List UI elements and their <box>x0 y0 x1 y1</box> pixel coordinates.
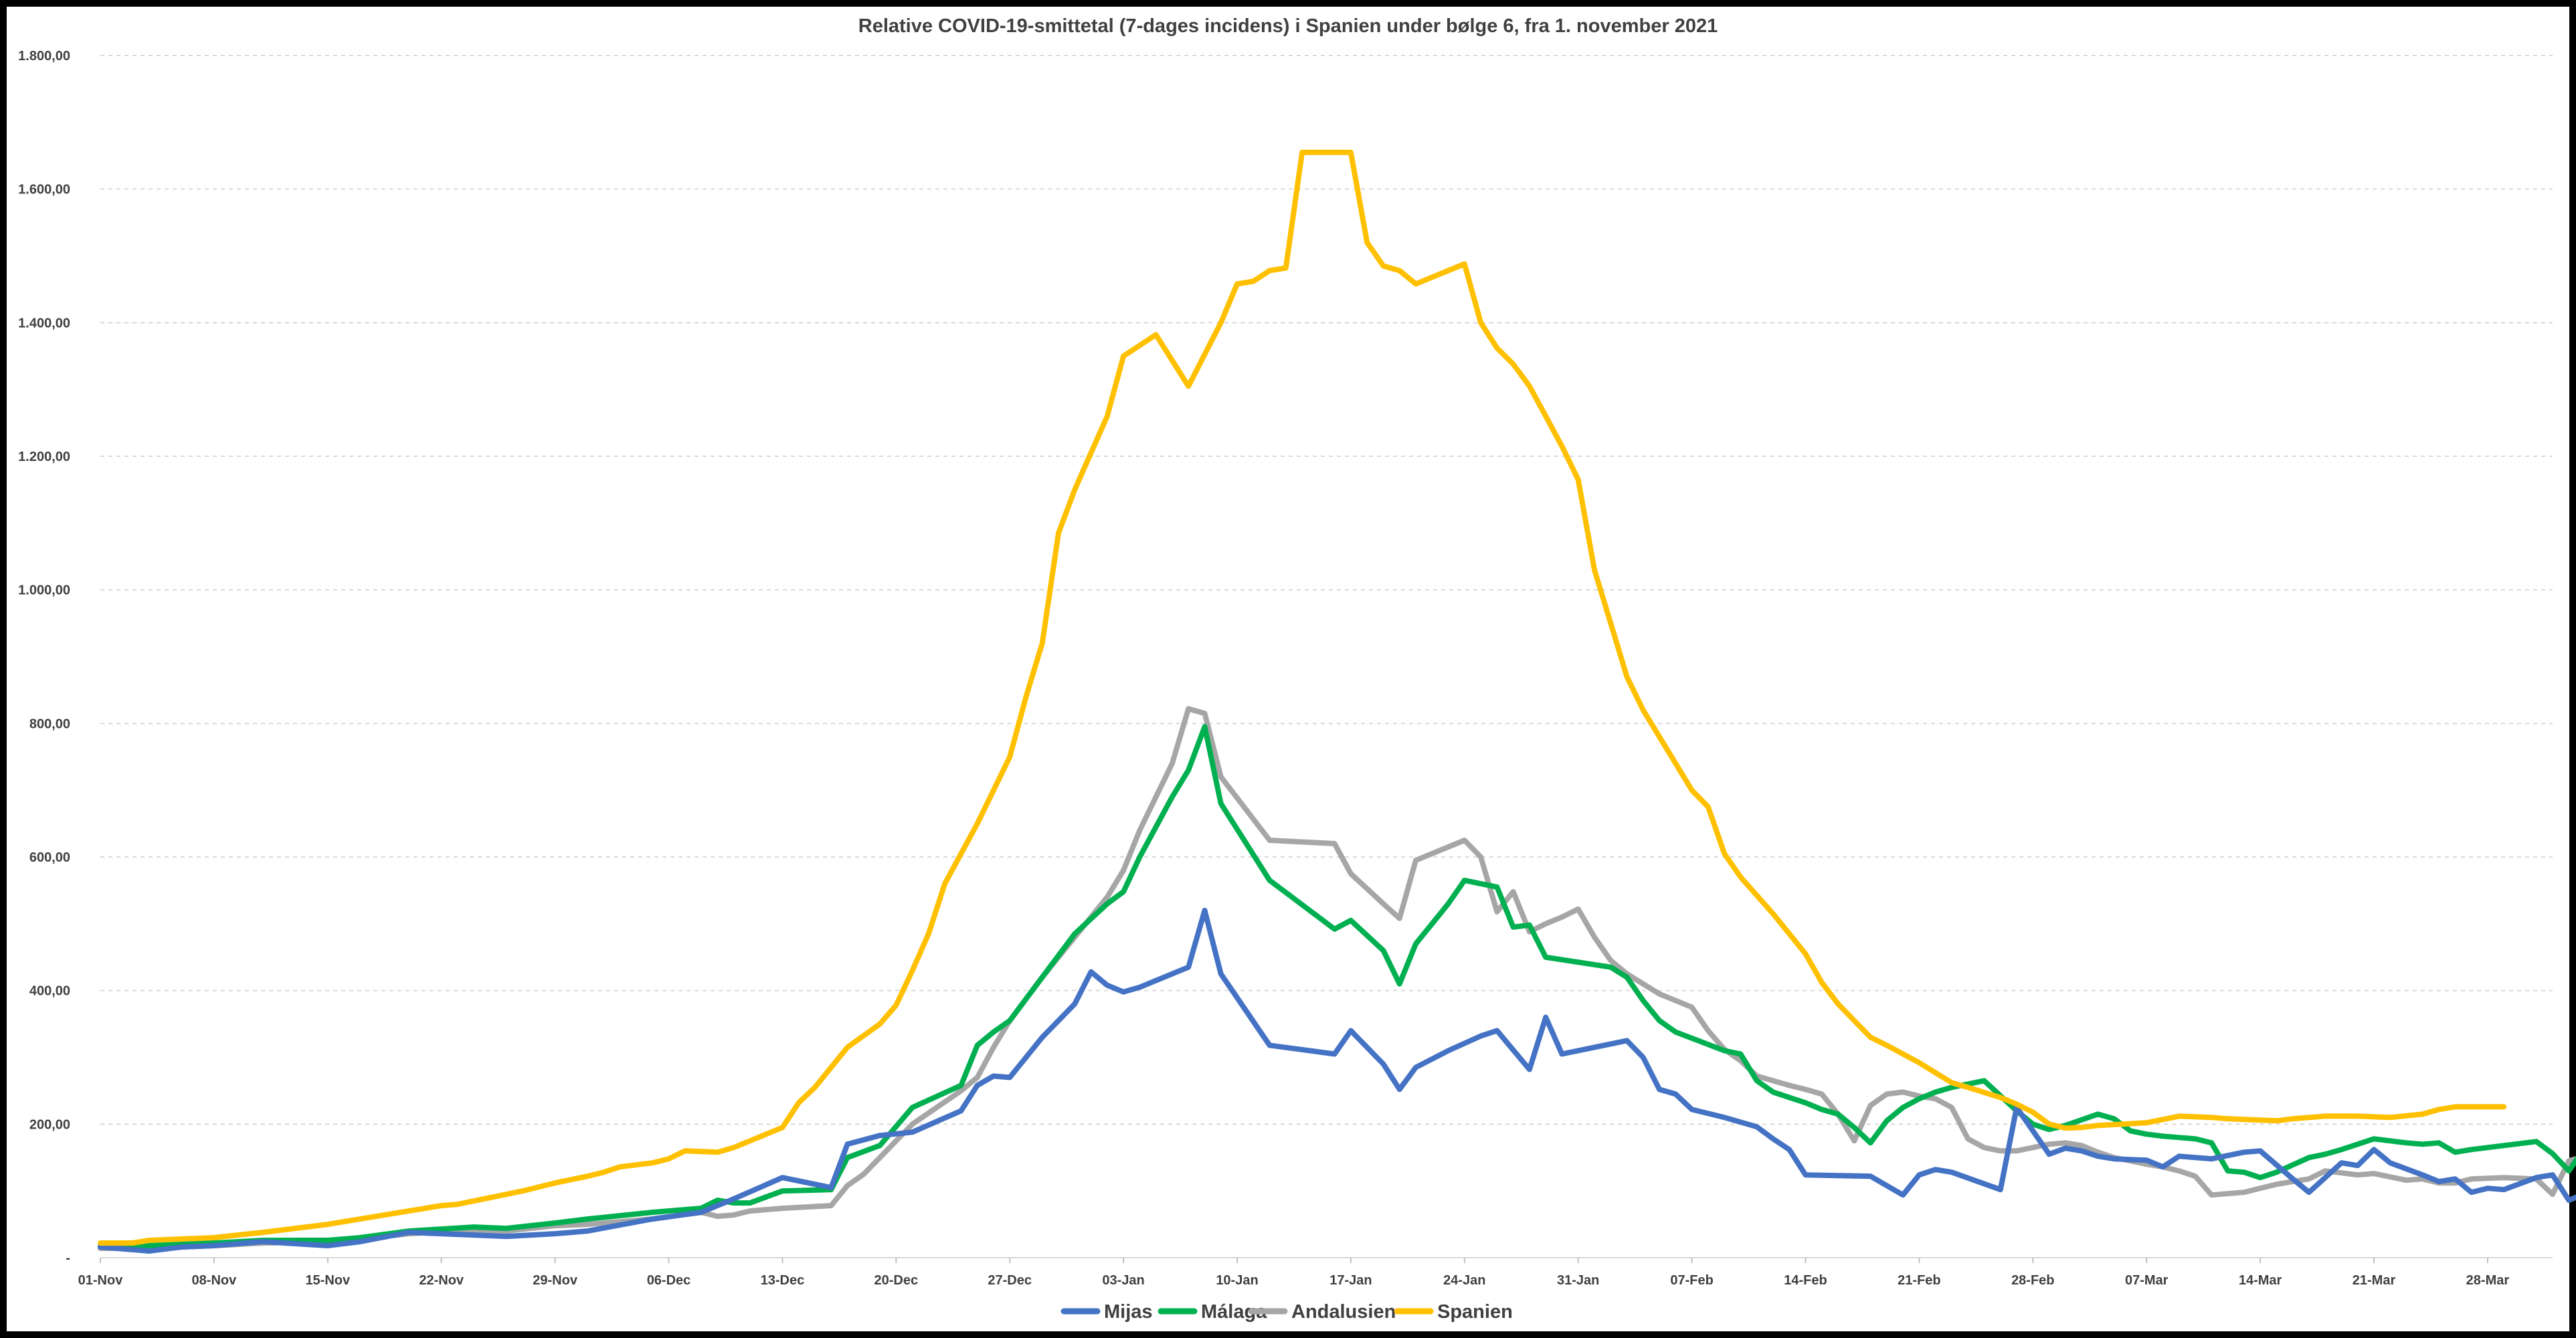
y-tick-label: 800,00 <box>29 716 70 731</box>
y-tick-label: 600,00 <box>29 850 70 865</box>
x-tick-label: 06-Dec <box>647 1273 691 1288</box>
y-tick-label: 200,00 <box>29 1117 70 1132</box>
x-tick-label: 17-Jan <box>1329 1273 1372 1288</box>
x-tick-label: 22-Nov <box>419 1273 464 1288</box>
y-axis-ticks: - 200,00 400,00 600,00 800,00 1.000,00 1.200,0… <box>18 49 70 1266</box>
series-line-mijas <box>98 907 2576 1254</box>
x-tick-label: 03-Jan <box>1102 1273 1144 1288</box>
y-tick-label: 1.400,00 <box>18 316 70 330</box>
series-lines <box>98 149 2576 1254</box>
y-tick-label: 1.800,00 <box>18 49 70 64</box>
y-tick-label: 1.200,00 <box>18 450 70 464</box>
y-tick-label: 1.600,00 <box>18 183 70 197</box>
x-tick-label: 20-Dec <box>875 1273 919 1288</box>
y-tick-label: - <box>66 1251 70 1266</box>
x-tick-label: 10-Jan <box>1216 1273 1258 1288</box>
x-tick-label: 24-Jan <box>1443 1273 1485 1288</box>
x-tick-label: 07-Feb <box>1670 1273 1713 1288</box>
y-tick-label: 1.000,00 <box>18 583 70 598</box>
legend-label: Spanien <box>1437 1301 1513 1323</box>
x-axis: 01-Nov 08-Nov 15-Nov 22-Nov 29-Nov 06-Dec 13-D… <box>78 1257 2553 1288</box>
x-tick-label: 28-Mar <box>2466 1273 2510 1288</box>
x-tick-label: 21-Feb <box>1898 1273 1940 1288</box>
series-line-andalusien <box>98 706 2576 1251</box>
x-tick-label: 01-Nov <box>78 1273 124 1288</box>
x-tick-label: 07-Mar <box>2125 1273 2169 1288</box>
x-tick-label: 28-Feb <box>2011 1273 2054 1288</box>
legend-label: Mijas <box>1104 1301 1153 1323</box>
y-tick-label: 400,00 <box>29 984 70 999</box>
legend-label: Andalusien <box>1291 1301 1396 1323</box>
series-line-málaga <box>98 724 2576 1248</box>
x-tick-label: 21-Mar <box>2353 1273 2396 1288</box>
x-tick-label: 27-Dec <box>988 1273 1032 1288</box>
x-tick-label: 14-Mar <box>2239 1273 2282 1288</box>
x-tick-label: 31-Jan <box>1557 1273 1599 1288</box>
chart-title: Relative COVID-19-smittetal (7-dages inc… <box>858 15 1718 37</box>
legend: Mijas Málaga Andalusien Spanien <box>1061 1301 1513 1323</box>
x-tick-label: 14-Feb <box>1784 1273 1827 1288</box>
x-tick-label: 29-Nov <box>533 1273 578 1288</box>
x-tick-label: 15-Nov <box>305 1273 351 1288</box>
series-line-spanien <box>98 149 2507 1246</box>
x-tick-label: 08-Nov <box>192 1273 238 1288</box>
x-tick-label: 13-Dec <box>761 1273 805 1288</box>
